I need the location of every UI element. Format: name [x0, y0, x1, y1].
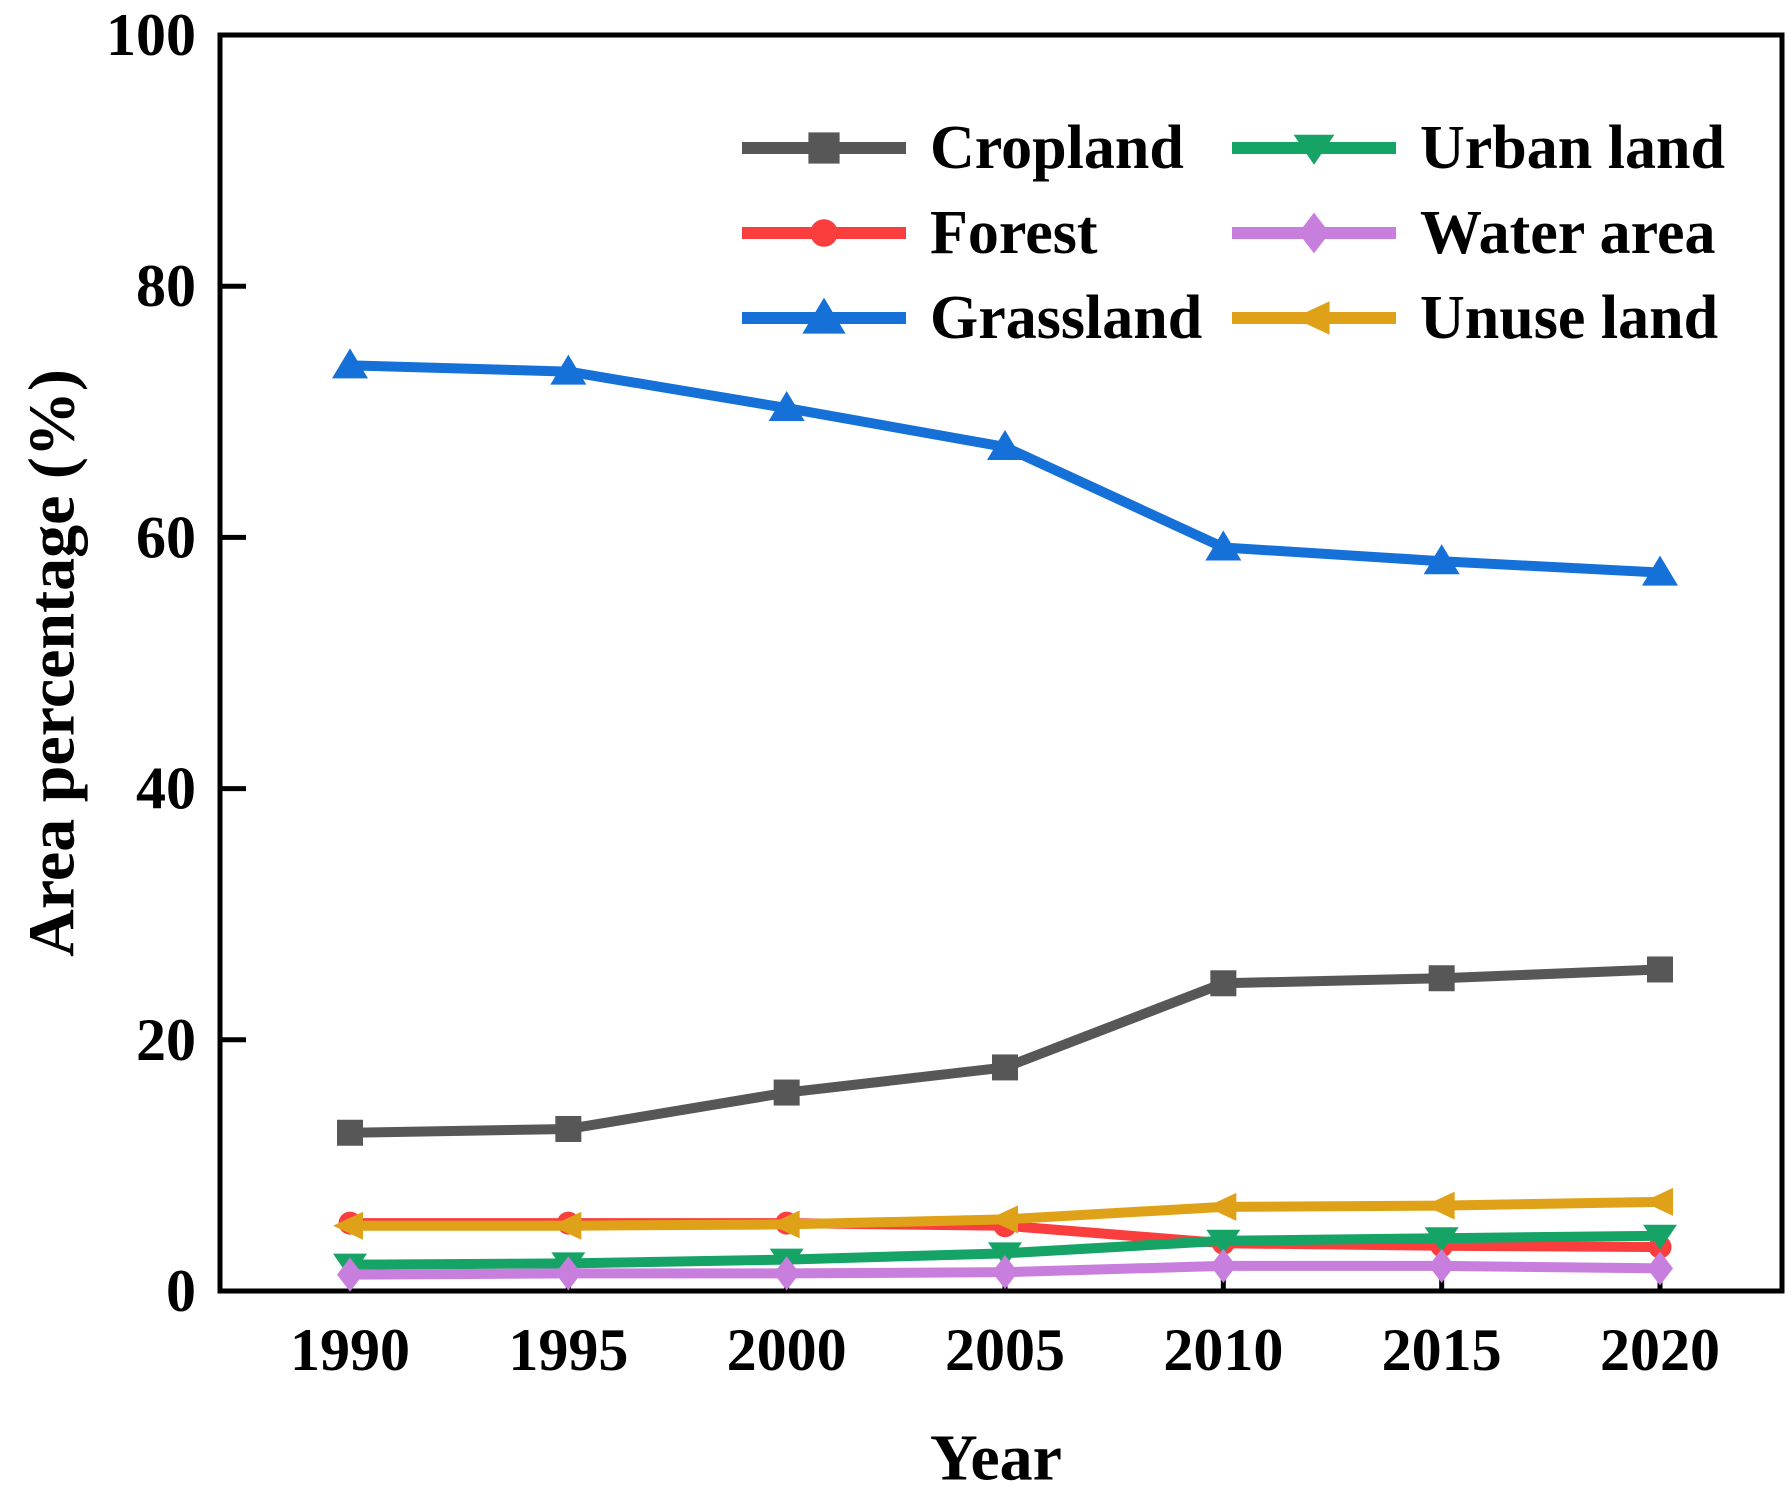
plot-border [217, 32, 1785, 1294]
diamond-marker-icon [992, 1255, 1018, 1290]
legend-label-unuse-land: Unuse land [1420, 284, 1718, 352]
legend-label-cropland: Cropland [930, 114, 1184, 182]
triangle-up-marker-icon [332, 348, 368, 379]
x-axis-title: Year [930, 1422, 1062, 1495]
x-tick-label: 2015 [1382, 1317, 1502, 1383]
triangle-down-marker-icon [1293, 134, 1335, 165]
square-marker-icon [1428, 965, 1455, 992]
triangle-up-marker-icon [1423, 544, 1460, 575]
triangle-left-marker-icon [333, 1211, 363, 1240]
y-axis-title: Area percentage (%) [16, 369, 89, 957]
x-tick-label: 1995 [508, 1317, 628, 1383]
square-marker-icon [773, 1079, 800, 1106]
y-tick-label: 60 [136, 504, 196, 570]
triangle-left-marker-icon [1206, 1192, 1237, 1221]
series-water-area [337, 1248, 1673, 1292]
triangle-up-marker-icon [768, 391, 805, 422]
square-marker-icon [992, 1054, 1018, 1081]
legend-item-cropland: Cropland [742, 114, 1184, 182]
triangle-left-marker-icon [988, 1205, 1018, 1234]
y-tick-label: 100 [106, 2, 196, 68]
legend: Cropland Forest Grassland Urban land Water a… [742, 114, 1725, 352]
legend-label-urban-land: Urban land [1420, 114, 1725, 182]
x-tick-label: 2000 [727, 1317, 847, 1383]
circle-marker-icon [810, 219, 838, 247]
series-line-grassland [349, 360, 1661, 578]
legend-label-water-area: Water area [1420, 199, 1716, 267]
triangle-down-marker-icon [1424, 1227, 1459, 1253]
triangle-left-marker-icon [1293, 301, 1330, 335]
triangle-down-marker-icon [1206, 1229, 1241, 1255]
diamond-marker-icon [1647, 1251, 1673, 1286]
square-marker-icon [555, 1115, 582, 1142]
x-tick-label: 2010 [1163, 1317, 1283, 1383]
legend-item-grassland: Grassland [742, 284, 1202, 352]
series-unuse-land [333, 1187, 1673, 1240]
triangle-left-marker-icon [551, 1211, 582, 1240]
square-marker-icon [337, 1119, 363, 1146]
triangle-up-marker-icon [1642, 555, 1678, 586]
square-marker-icon [1647, 956, 1673, 983]
triangle-left-marker-icon [1424, 1191, 1455, 1220]
diamond-marker-icon [1210, 1248, 1237, 1283]
triangle-down-marker-icon [988, 1242, 1022, 1268]
y-axis-ticks: 0 20 40 60 80 100 [106, 2, 246, 1324]
triangle-up-marker-icon [802, 297, 846, 334]
legend-item-forest: Forest [742, 199, 1098, 267]
legend-item-urban-land: Urban land [1232, 114, 1725, 182]
y-tick-label: 80 [136, 253, 196, 319]
square-marker-icon [1210, 970, 1237, 997]
triangle-up-marker-icon [1205, 530, 1242, 561]
y-tick-label: 0 [166, 1258, 196, 1324]
legend-item-unuse-land: Unuse land [1232, 284, 1718, 352]
series-line-cropland [349, 964, 1661, 1138]
diamond-marker-icon [1428, 1248, 1455, 1283]
triangle-up-marker-icon [550, 354, 587, 385]
diamond-marker-icon [773, 1256, 800, 1291]
series-cropland [337, 956, 1673, 1146]
x-axis-ticks: 1990 1995 2000 2005 2010 2015 2020 [290, 1265, 1720, 1383]
series-grassland [332, 348, 1678, 586]
diamond-marker-icon [337, 1257, 363, 1292]
triangle-left-marker-icon [1643, 1187, 1673, 1216]
x-tick-label: 2005 [945, 1317, 1065, 1383]
legend-label-forest: Forest [930, 199, 1098, 267]
legend-label-grassland: Grassland [930, 284, 1202, 352]
square-marker-icon [808, 132, 840, 164]
legend-item-water-area: Water area [1232, 199, 1716, 267]
data-series [332, 348, 1678, 1292]
triangle-down-marker-icon [1643, 1224, 1677, 1250]
triangle-up-marker-icon [987, 429, 1023, 460]
diamond-marker-icon [1298, 212, 1330, 254]
x-tick-label: 1990 [290, 1317, 410, 1383]
y-tick-label: 40 [136, 756, 196, 822]
diamond-marker-icon [555, 1256, 582, 1291]
y-tick-label: 20 [136, 1007, 196, 1073]
triangle-left-marker-icon [769, 1210, 800, 1239]
x-tick-label: 2020 [1600, 1317, 1720, 1383]
